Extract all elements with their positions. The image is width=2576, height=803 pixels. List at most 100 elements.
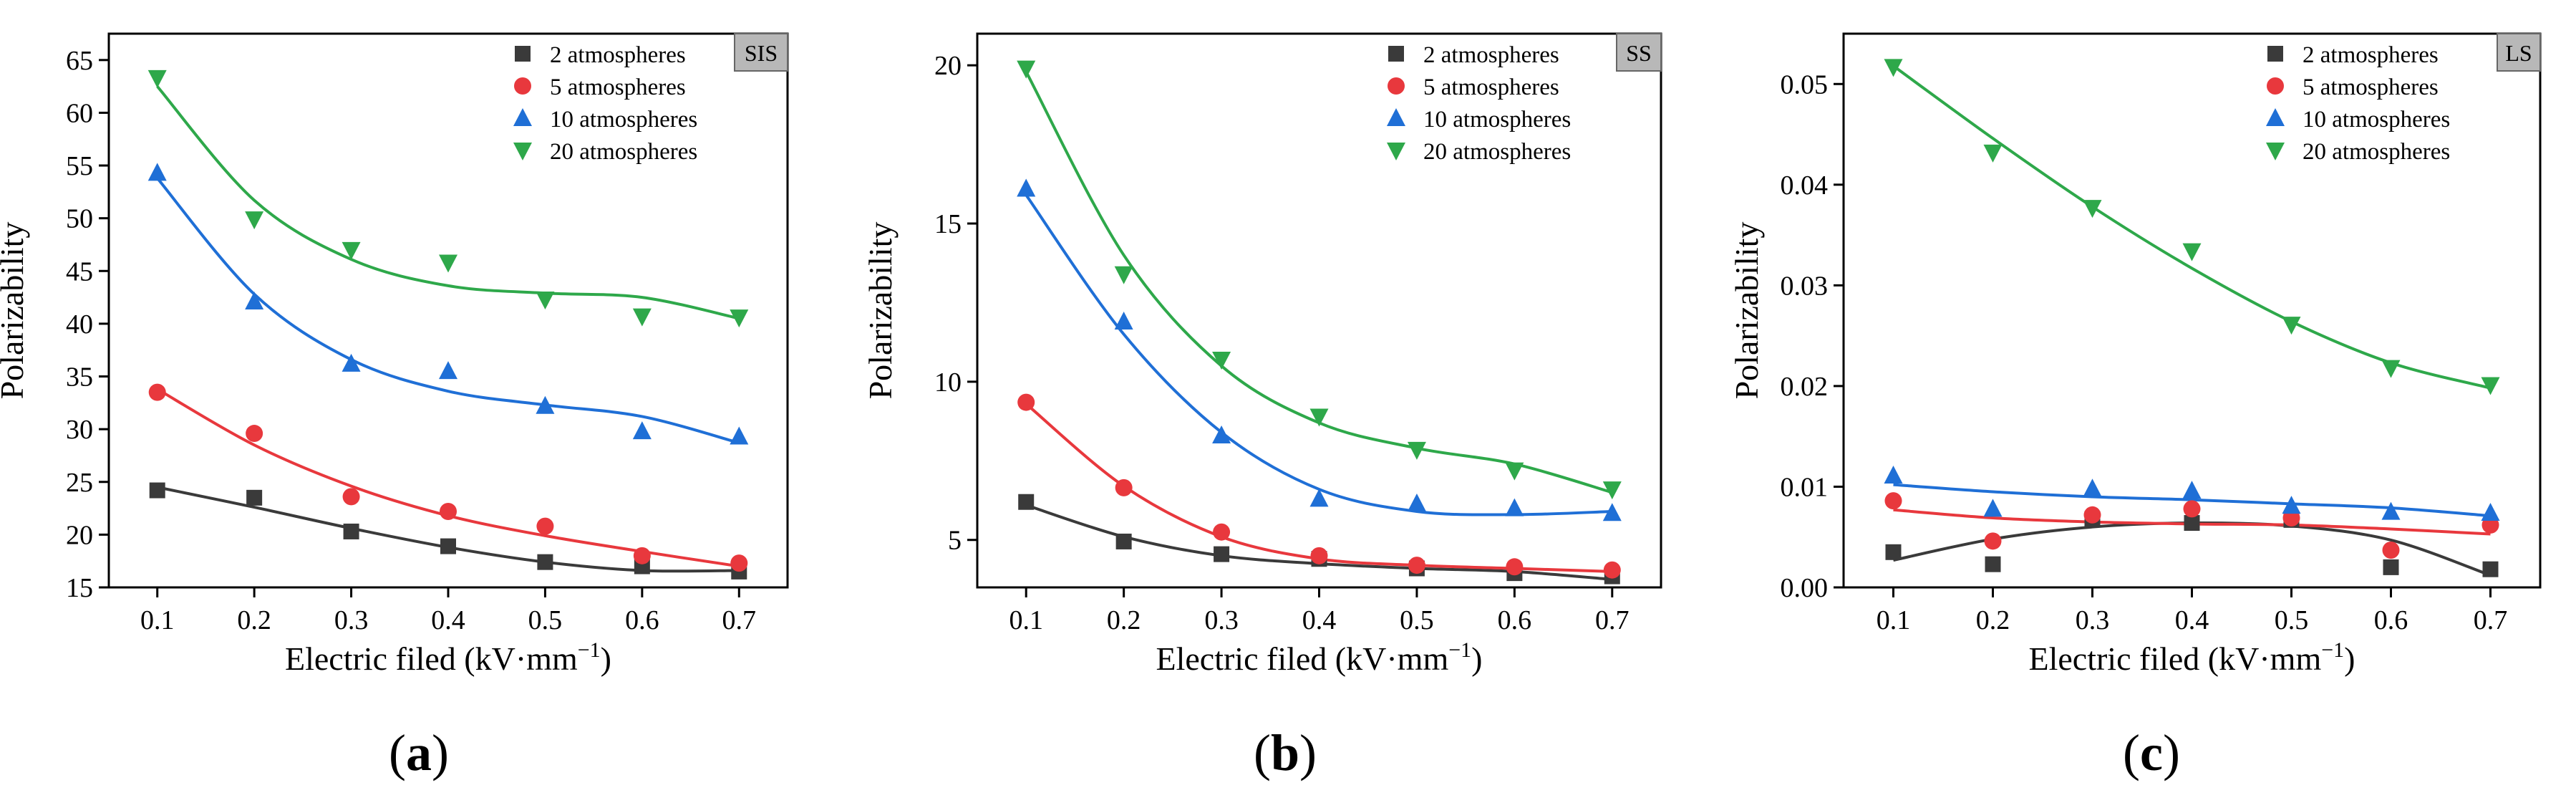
legend-label-2-atmospheres: 2 atmospheres xyxy=(2303,42,2439,68)
y-tick-label: 20 xyxy=(934,51,962,81)
x-tick-label: 0.1 xyxy=(140,605,175,635)
data-point-5-atmospheres xyxy=(1213,523,1231,541)
y-tick-label: 30 xyxy=(66,415,93,445)
legend-label-2-atmospheres: 2 atmospheres xyxy=(1423,42,1559,68)
data-point-10-atmospheres xyxy=(147,163,167,181)
data-point-10-atmospheres xyxy=(1983,499,2003,517)
legend-marker-20-atmospheres xyxy=(2266,143,2285,160)
legend-marker-5-atmospheres xyxy=(2267,77,2284,95)
y-tick-label: 0.05 xyxy=(1781,69,1829,100)
data-point-10-atmospheres xyxy=(1884,465,1903,484)
x-tick-label: 0.5 xyxy=(2275,605,2309,635)
x-tick-label: 0.6 xyxy=(2374,605,2408,635)
legend-marker-20-atmospheres xyxy=(1387,143,1405,160)
legend-label-5-atmospheres: 5 atmospheres xyxy=(2303,74,2439,100)
y-axis-label: Polarizability xyxy=(862,222,899,400)
data-point-20-atmospheres xyxy=(1505,462,1524,481)
panel-label-b: (b) xyxy=(1253,724,1317,782)
legend-marker-20-atmospheres xyxy=(513,143,532,160)
x-tick-label: 0.5 xyxy=(528,605,563,635)
data-point-20-atmospheres xyxy=(536,292,555,310)
data-point-20-atmospheres xyxy=(2381,360,2401,378)
data-point-20-atmospheres xyxy=(1212,351,1231,370)
x-tick-label: 0.1 xyxy=(1009,605,1043,635)
legend-label-20-atmospheres: 20 atmospheres xyxy=(1423,139,1571,165)
data-point-20-atmospheres xyxy=(1017,60,1036,79)
y-tick-label: 5 xyxy=(948,526,962,556)
data-point-10-atmospheres xyxy=(632,421,652,440)
data-point-20-atmospheres xyxy=(1884,59,1903,77)
data-point-2-atmospheres xyxy=(246,489,263,506)
data-point-20-atmospheres xyxy=(1407,441,1426,460)
data-point-2-atmospheres xyxy=(1018,494,1035,510)
legend-marker-10-atmospheres xyxy=(513,108,532,126)
data-point-5-atmospheres xyxy=(536,517,554,535)
data-point-20-atmospheres xyxy=(245,211,264,230)
chart-c: 0.1 0.2 0.3 0.4 0.5 0.6 0.7 0.00 0.01 0.02 0.03 0.0… xyxy=(1728,32,2542,677)
legend-label-5-atmospheres: 5 atmospheres xyxy=(1423,74,1559,100)
data-point-5-atmospheres xyxy=(2382,541,2400,559)
x-tick-label: 0.4 xyxy=(431,605,465,635)
fit-curve-20-atmospheres xyxy=(1025,71,1613,494)
legend-label-10-atmospheres: 10 atmospheres xyxy=(550,107,697,133)
fit-curve-2-atmospheres xyxy=(157,486,740,573)
x-tick-label: 0.2 xyxy=(1107,605,1141,635)
data-point-5-atmospheres xyxy=(148,383,166,401)
x-tick-label: 0.4 xyxy=(2175,605,2209,635)
chart-a: 0.1 0.2 0.3 0.4 0.5 0.6 0.7 15 20 25 30 35 40 45 50 55 6… xyxy=(0,32,789,677)
panel-badge xyxy=(1616,33,1662,72)
data-point-10-atmospheres xyxy=(1505,498,1524,516)
data-point-2-atmospheres xyxy=(2482,561,2499,577)
data-point-2-atmospheres xyxy=(2184,515,2200,532)
y-tick-label: 0.04 xyxy=(1781,170,1829,201)
y-tick-label: 0.03 xyxy=(1781,271,1829,301)
data-point-10-atmospheres xyxy=(1602,503,1622,521)
data-point-5-atmospheres xyxy=(246,425,263,443)
x-tick-label: 0.7 xyxy=(722,605,757,635)
data-point-2-atmospheres xyxy=(1115,533,1132,549)
data-point-20-atmospheres xyxy=(2481,377,2500,395)
data-point-2-atmospheres xyxy=(343,523,359,539)
legend-label-10-atmospheres: 10 atmospheres xyxy=(2303,107,2450,133)
legend-marker-5-atmospheres xyxy=(1388,77,1405,95)
data-point-20-atmospheres xyxy=(1983,144,2003,163)
x-tick-label: 0.3 xyxy=(2076,605,2110,635)
data-point-5-atmospheres xyxy=(342,488,360,506)
data-point-20-atmospheres xyxy=(2083,200,2102,218)
y-tick-label: 0.00 xyxy=(1781,573,1829,603)
legend-marker-10-atmospheres xyxy=(1387,108,1405,126)
data-point-10-atmospheres xyxy=(2381,501,2401,520)
y-tick-label: 40 xyxy=(66,309,93,340)
data-point-10-atmospheres xyxy=(245,291,264,309)
x-tick-label: 0.3 xyxy=(334,605,369,635)
data-point-10-atmospheres xyxy=(536,395,555,414)
data-point-5-atmospheres xyxy=(1603,561,1621,579)
data-point-2-atmospheres xyxy=(1214,546,1230,562)
y-tick-label: 0.01 xyxy=(1781,472,1829,502)
y-tick-label: 60 xyxy=(66,98,93,128)
panel-badge xyxy=(734,33,788,72)
data-point-5-atmospheres xyxy=(2083,506,2101,524)
data-point-10-atmospheres xyxy=(439,361,457,380)
legend-label-5-atmospheres: 5 atmospheres xyxy=(550,74,686,100)
y-tick-label: 15 xyxy=(934,209,962,239)
y-tick-label: 55 xyxy=(66,151,93,181)
y-tick-label: 0.02 xyxy=(1781,372,1829,402)
data-point-2-atmospheres xyxy=(1985,556,2001,572)
data-point-2-atmospheres xyxy=(440,538,456,554)
legend-marker-10-atmospheres xyxy=(2266,108,2285,126)
fit-curve-10-atmospheres xyxy=(156,177,740,445)
fit-curve-20-atmospheres xyxy=(156,85,740,320)
data-point-5-atmospheres xyxy=(1408,557,1425,574)
data-point-10-atmospheres xyxy=(2481,502,2500,521)
x-tick-label: 0.6 xyxy=(1498,605,1532,635)
data-point-10-atmospheres xyxy=(1407,493,1426,511)
y-tick-label: 10 xyxy=(934,367,962,398)
legend-marker-2-atmospheres xyxy=(2267,46,2283,62)
y-tick-label: 25 xyxy=(66,468,93,498)
data-point-5-atmospheres xyxy=(1506,558,1524,576)
data-point-20-atmospheres xyxy=(730,309,749,328)
data-point-20-atmospheres xyxy=(1114,266,1133,284)
y-tick-label: 15 xyxy=(66,573,93,603)
y-axis-label: Polarizability xyxy=(0,222,30,400)
